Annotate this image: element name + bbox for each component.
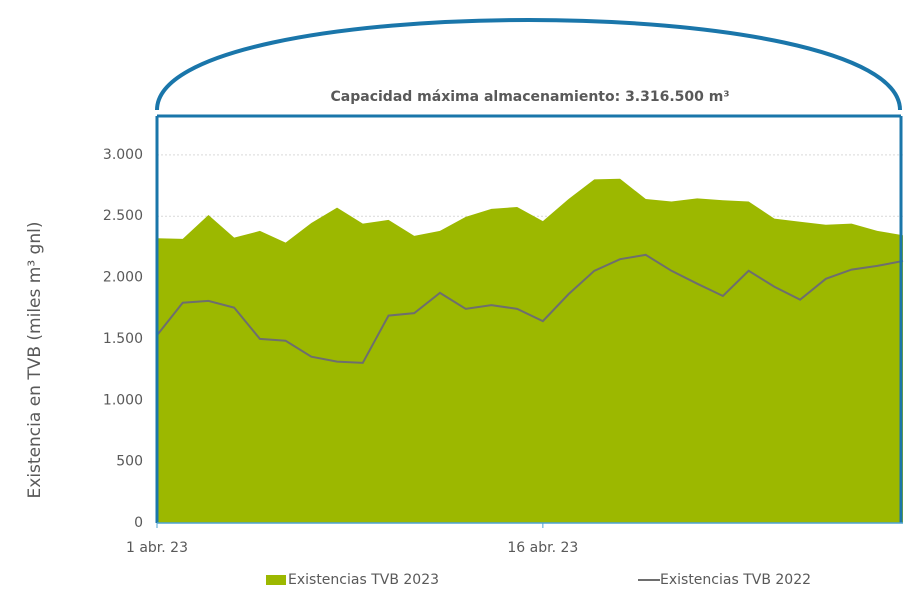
x-tick-label: 1 abr. 23	[126, 540, 188, 556]
capacity-label: Capacidad máxima almacenamiento: 3.316.5…	[331, 89, 730, 105]
legend-swatch	[266, 575, 286, 585]
y-tick-label: 2.500	[103, 208, 143, 224]
y-tick-label: 3.000	[103, 147, 143, 163]
y-tick-label: 500	[116, 454, 143, 470]
line	[156, 253, 904, 364]
x-tick-label: 16 abr. 23	[507, 540, 578, 556]
legend-label: Existencias TVB 2023	[288, 572, 439, 588]
y-axis-label: Existencia en TVB (miles m³ gnl)	[25, 222, 45, 499]
y-tick-label: 1.000	[103, 392, 143, 408]
area	[157, 178, 903, 523]
y-tick-label: 1.500	[103, 331, 143, 347]
capacity-arch	[155, 18, 902, 111]
legend-label: Existencias TVB 2022	[660, 572, 811, 588]
y-tick-label: 2.000	[103, 270, 143, 286]
y-tick-label: 0	[134, 515, 143, 531]
